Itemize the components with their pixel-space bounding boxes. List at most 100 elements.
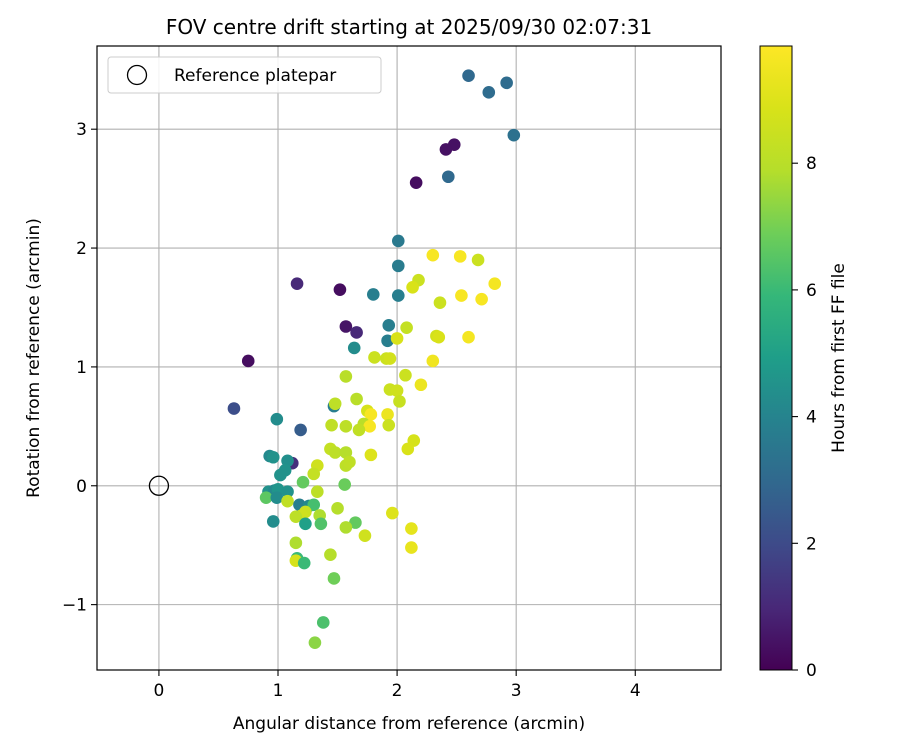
grid-lines xyxy=(97,46,721,670)
scatter-point xyxy=(391,234,405,248)
scatter-point xyxy=(316,616,330,629)
y-tick-label: −1 xyxy=(62,596,87,616)
scatter-point xyxy=(426,248,440,262)
scatter-point xyxy=(328,446,342,459)
scatter-point xyxy=(307,498,321,512)
scatter-point xyxy=(433,296,447,310)
colorbar-tick-label: 4 xyxy=(806,408,817,428)
colorbar-tick-label: 2 xyxy=(806,534,817,554)
scatter-point xyxy=(327,572,341,585)
reference-point-marker xyxy=(148,475,170,496)
x-tick-label: 0 xyxy=(154,681,165,701)
scatter-point xyxy=(294,423,307,437)
scatter-point xyxy=(453,250,467,263)
scatter-point xyxy=(281,494,294,508)
scatter-point xyxy=(281,454,294,468)
scatter-point xyxy=(328,397,342,411)
scatter-point xyxy=(350,392,363,406)
scatter-point xyxy=(270,412,284,426)
scatter-point xyxy=(462,69,475,83)
colorbar-tick-label: 6 xyxy=(806,281,817,301)
scatter-point xyxy=(426,354,440,368)
scatter-point xyxy=(401,442,415,456)
scatter-point xyxy=(266,450,280,464)
scatter-point xyxy=(289,510,303,523)
scatter-point xyxy=(364,448,378,462)
scatter-point xyxy=(339,420,353,433)
scatter-point xyxy=(339,521,353,534)
scatter-point xyxy=(383,352,397,365)
scatter-point xyxy=(386,506,399,520)
colorbar-gradient xyxy=(759,45,793,671)
scatter-point xyxy=(307,467,321,481)
data-points xyxy=(148,69,521,649)
scatter-point xyxy=(368,351,381,364)
scatter-point xyxy=(439,143,453,156)
scatter-point xyxy=(471,253,485,267)
scatter-point xyxy=(400,321,413,334)
scatter-point xyxy=(462,330,475,344)
scatter-point xyxy=(391,289,405,302)
scatter-point xyxy=(290,277,304,291)
scatter-point xyxy=(414,378,428,392)
scatter-point xyxy=(227,402,241,415)
scatter-point xyxy=(455,289,468,302)
scatter-point xyxy=(381,408,394,421)
scatter-point xyxy=(441,170,455,184)
scatter-point xyxy=(333,283,347,296)
colorbar-tick-label: 0 xyxy=(806,661,817,681)
scatter-point xyxy=(409,176,423,189)
scatter-point xyxy=(331,502,344,515)
y-tick-label: 2 xyxy=(76,239,87,259)
scatter-point xyxy=(308,636,322,649)
scatter-point xyxy=(358,529,372,542)
scatter-point xyxy=(352,423,366,437)
scatter-point xyxy=(366,288,380,301)
x-tick-label: 3 xyxy=(511,681,522,701)
axis-ticks: 0 1 2 3 4 −1 0 1 2 3 xyxy=(62,120,641,701)
plot-area-frame xyxy=(96,45,722,671)
scatter-point xyxy=(390,332,404,345)
x-tick-label: 4 xyxy=(630,681,641,701)
scatter-point xyxy=(363,420,377,433)
scatter-point xyxy=(350,326,363,339)
scatter-point xyxy=(343,455,356,469)
scatter-point xyxy=(391,259,405,273)
y-tick-label: 1 xyxy=(76,358,87,378)
scatter-point xyxy=(382,418,396,432)
scatter-point xyxy=(339,320,353,333)
scatter-point xyxy=(241,354,255,368)
scatter-point xyxy=(507,128,521,142)
scatter-point xyxy=(339,370,353,383)
scatter-point xyxy=(405,541,418,554)
scatter-point xyxy=(382,319,396,332)
scatter-point xyxy=(314,517,328,531)
colorbar-ticks: 0 2 4 6 8 xyxy=(792,154,817,681)
x-tick-label: 2 xyxy=(392,681,403,701)
scatter-point xyxy=(347,341,361,355)
scatter-point xyxy=(390,384,404,397)
legend-marker-icon xyxy=(126,64,148,86)
scatter-point xyxy=(281,485,294,499)
scatter-point xyxy=(289,536,303,550)
scatter-point xyxy=(482,86,496,99)
scatter-point xyxy=(349,516,362,529)
scatter-point xyxy=(338,478,351,491)
scatter-point xyxy=(475,292,488,306)
legend-label: Reference platepar xyxy=(174,66,336,86)
chart-title: FOV centre drift starting at 2025/09/30 … xyxy=(166,15,652,39)
scatter-point xyxy=(406,280,419,294)
scatter-point xyxy=(325,418,338,432)
scatter-point xyxy=(270,491,284,504)
x-tick-label: 1 xyxy=(273,681,284,701)
scatter-point xyxy=(324,548,337,562)
colorbar: 0 2 4 6 8 Hours from first FF file xyxy=(759,45,849,681)
scatter-point xyxy=(297,556,311,570)
scatter-point xyxy=(381,334,394,348)
scatter-point xyxy=(405,522,418,535)
scatter-point xyxy=(393,395,406,408)
scatter-point xyxy=(274,468,287,482)
y-tick-label: 3 xyxy=(76,120,87,140)
